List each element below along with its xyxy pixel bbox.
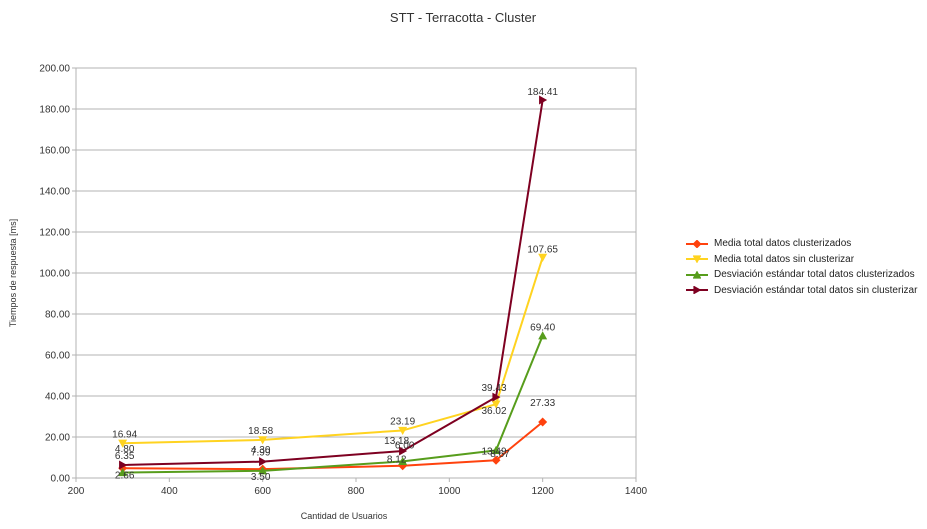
- series-2-marker-1: [258, 466, 268, 475]
- series-2-marker-0: [118, 468, 128, 477]
- series-line-3: [122, 99, 544, 466]
- series-3-marker-0: [119, 460, 128, 470]
- grid-lines: [76, 67, 636, 479]
- data-label: 4.30: [251, 445, 271, 456]
- x-tick-label: 1400: [625, 486, 648, 497]
- y-tick-label: 140.00: [39, 187, 70, 198]
- x-tick-label: 1200: [532, 486, 555, 497]
- data-label: 7.99: [251, 448, 271, 459]
- data-label: 36.02: [481, 406, 506, 417]
- data-label: 39.43: [481, 383, 506, 394]
- x-tick-label: 800: [348, 486, 365, 497]
- data-label: 184.41: [527, 87, 558, 98]
- y-tick-label: 20.00: [45, 433, 70, 444]
- data-label: 8.12: [387, 454, 407, 465]
- series-2-marker-3: [491, 445, 501, 454]
- series-line-2: [122, 335, 544, 474]
- legend-label: Media total datos clusterizados: [714, 238, 852, 250]
- x-tick-label: 600: [254, 486, 271, 497]
- y-axis-label: Tiempos de respuesta [ms]: [8, 219, 18, 327]
- data-label: 3.50: [251, 472, 271, 483]
- series-3-marker-4: [539, 95, 548, 105]
- series-2-marker-2: [398, 456, 408, 465]
- data-labels: 4.80 4.30 6.00 8.67 27.33 16.94 18.58 23.19 36.0…: [112, 87, 558, 483]
- data-label: 8.67: [490, 449, 510, 460]
- data-label: 18.58: [248, 426, 273, 437]
- legend-item: Desviación estándar total datos sin clus…: [686, 283, 917, 299]
- legend-item: Media total datos sin clusterizar: [686, 252, 917, 268]
- legend-label: Desviación estándar total datos sin clus…: [714, 284, 918, 296]
- legend-swatch: [686, 239, 708, 249]
- data-label: 27.33: [530, 398, 555, 409]
- data-label: 16.94: [112, 429, 137, 440]
- legend-label: Desviación estándar total datos clusteri…: [714, 269, 915, 281]
- x-axis-label: Cantidad de Usuarios: [301, 511, 388, 521]
- legend: Media total datos clusterizados Media tot…: [686, 236, 917, 298]
- data-label: 6.00: [395, 441, 415, 452]
- series-1-marker-2: [398, 426, 408, 435]
- series-2-marker-4: [538, 331, 548, 340]
- data-label: 2.66: [115, 471, 135, 482]
- series-3-marker-2: [399, 446, 408, 456]
- y-tick-label: 160.00: [39, 146, 70, 157]
- legend-swatch: [686, 285, 708, 295]
- data-label: 69.40: [530, 323, 555, 334]
- data-label: 13.49: [481, 446, 506, 457]
- data-label: 107.65: [527, 244, 558, 255]
- x-tick-label: 1000: [438, 486, 461, 497]
- series-line-0: [122, 421, 544, 471]
- plot-area-border: [75, 67, 637, 479]
- series-1-marker-0: [118, 439, 128, 448]
- x-tick-label: 400: [161, 486, 178, 497]
- y-tick-label: 100.00: [39, 269, 70, 280]
- series-3-marker-3: [492, 392, 501, 402]
- data-label: 13.18: [384, 436, 409, 447]
- series-lines: [118, 95, 548, 477]
- series-0-marker-3: [491, 455, 501, 465]
- data-label: 4.80: [115, 444, 135, 455]
- series-2-marker-legend: [693, 270, 701, 279]
- axes: 0.00 20.00 40.00 60.00 80.00 100.00 120.00 140.…: [39, 64, 647, 498]
- y-tick-label: 200.00: [39, 64, 70, 75]
- y-tick-label: 40.00: [45, 392, 70, 403]
- series-line-1: [122, 257, 544, 445]
- y-tick-label: 60.00: [45, 351, 70, 362]
- series-3-marker-legend: [693, 286, 701, 295]
- data-label: 23.19: [390, 416, 415, 427]
- data-label: 6.35: [115, 451, 135, 462]
- series-0-marker-4: [538, 417, 548, 427]
- legend-item: Media total datos clusterizados: [686, 236, 917, 252]
- y-tick-label: 180.00: [39, 105, 70, 116]
- series-1-marker-3: [491, 400, 501, 409]
- series-0-marker-legend: [693, 239, 701, 248]
- y-tick-label: 0.00: [51, 474, 71, 485]
- x-tick-label: 200: [68, 486, 85, 497]
- legend-swatch: [686, 254, 708, 264]
- y-tick-label: 80.00: [45, 310, 70, 321]
- series-3-marker-1: [259, 457, 268, 467]
- legend-swatch: [686, 270, 708, 280]
- series-1-marker-legend: [693, 255, 701, 264]
- series-1-marker-4: [538, 253, 548, 262]
- y-tick-label: 120.00: [39, 228, 70, 239]
- chart-title: STT - Terracotta - Cluster: [390, 10, 537, 25]
- legend-label: Media total datos sin clusterizar: [714, 253, 855, 265]
- legend-item: Desviación estándar total datos clusteri…: [686, 267, 917, 283]
- series-1-marker-1: [258, 436, 268, 445]
